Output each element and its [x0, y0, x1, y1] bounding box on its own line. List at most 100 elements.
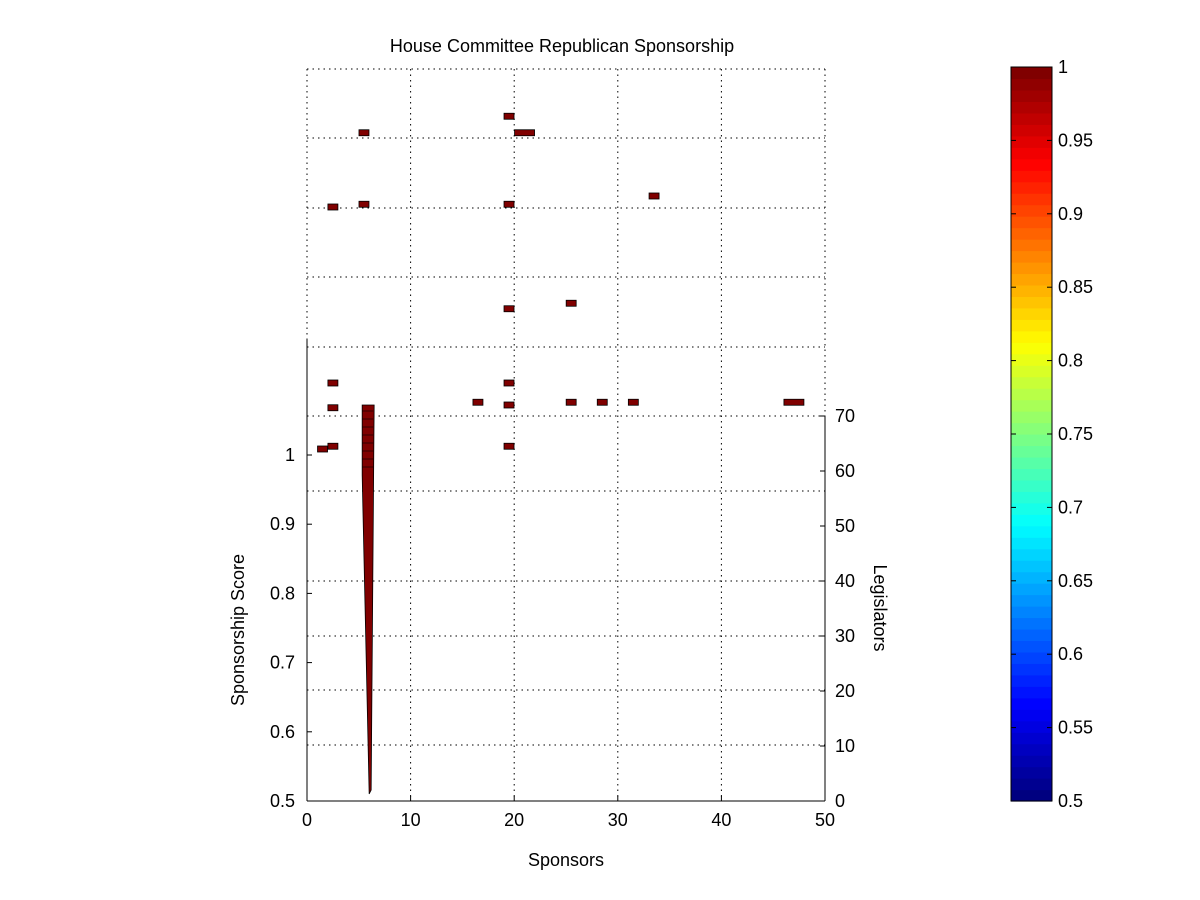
colorbar-segment — [1011, 250, 1052, 263]
x-tick-label: 40 — [711, 810, 731, 830]
data-block — [472, 398, 484, 406]
colorbar-segment — [1011, 525, 1052, 538]
colorbar-segment — [1011, 135, 1052, 148]
y-right-tick-label: 0 — [835, 791, 845, 811]
colorbar-segment — [1011, 663, 1052, 676]
y-axis-left-label: Sponsorship Score — [228, 554, 248, 706]
colorbar-segment — [1011, 422, 1052, 435]
colorbar-tick-label: 0.6 — [1058, 644, 1083, 664]
axes: 0 10 20 30 40 500.50.60.70.80.910102030405060… — [270, 340, 855, 830]
colorbar-tick-label: 0.55 — [1058, 718, 1093, 738]
data-block — [503, 379, 515, 387]
y-left-tick-label: 1 — [285, 445, 295, 465]
colorbar-tick-label: 0.8 — [1058, 351, 1083, 371]
data-block — [648, 192, 660, 200]
colorbar-segment — [1011, 628, 1052, 642]
data-block — [503, 442, 515, 450]
x-tick-label: 30 — [608, 810, 628, 830]
colorbar-segment — [1011, 330, 1052, 343]
colorbar-segment — [1011, 445, 1052, 458]
y-left-tick-label: 0.7 — [270, 653, 295, 673]
colorbar-tick-label: 0.7 — [1058, 497, 1083, 517]
data-bars — [317, 112, 805, 795]
colorbar-segment — [1011, 583, 1052, 596]
data-block — [503, 112, 515, 120]
colorbar-segment — [1011, 353, 1052, 366]
colorbar-segment — [1011, 502, 1052, 515]
colorbar-segment — [1011, 755, 1052, 768]
colorbar-segment — [1011, 216, 1052, 229]
colorbar-segment — [1011, 261, 1052, 275]
colorbar-tick-label: 0.9 — [1058, 204, 1083, 224]
x-tick-label: 0 — [302, 810, 312, 830]
colorbar-segment — [1011, 388, 1052, 401]
colorbar-segment — [1011, 273, 1052, 286]
colorbar-tick-label: 0.95 — [1058, 130, 1093, 150]
data-block — [783, 398, 805, 406]
colorbar-segment — [1011, 697, 1052, 710]
colorbar-tick-label: 1 — [1058, 57, 1068, 77]
colorbar-segment — [1011, 640, 1052, 653]
data-block — [317, 445, 328, 453]
colorbar-tick-label: 0.75 — [1058, 424, 1093, 444]
colorbar-segment — [1011, 307, 1052, 320]
x-axis-label: Sponsors — [528, 850, 604, 870]
data-block — [596, 398, 608, 406]
colorbar-segment — [1011, 296, 1052, 309]
colorbar-segment — [1011, 686, 1052, 699]
y-left-tick-label: 0.5 — [270, 791, 295, 811]
colorbar-segment — [1011, 181, 1052, 194]
colorbar-segment — [1011, 537, 1052, 550]
colorbar-segment — [1011, 560, 1052, 573]
data-block — [565, 398, 577, 406]
colorbar-segment — [1011, 468, 1052, 481]
colorbar-segment — [1011, 158, 1052, 171]
colorbar: 0.5 0.55 0.6 0.65 0.7 0.75 0.8 0.85 0.9 0.95 1 — [1010, 57, 1093, 811]
data-block — [358, 129, 370, 137]
y-axis-right-label: Legislators — [870, 564, 890, 651]
y-right-tick-label: 70 — [835, 406, 855, 426]
colorbar-segment — [1011, 456, 1052, 470]
data-block — [514, 129, 535, 137]
chart-title: House Committee Republican Sponsorship — [390, 36, 734, 56]
y-right-tick-label: 50 — [835, 516, 855, 536]
x-tick-label: 50 — [815, 810, 835, 830]
colorbar-segment — [1011, 319, 1052, 332]
data-block — [327, 203, 339, 211]
colorbar-segment — [1011, 67, 1052, 80]
colorbar-segment — [1011, 491, 1052, 504]
colorbar-segment — [1011, 766, 1052, 779]
colorbar-segment — [1011, 78, 1052, 91]
colorbar-segment — [1011, 548, 1052, 561]
y-right-tick-label: 60 — [835, 461, 855, 481]
colorbar-segment — [1011, 720, 1052, 733]
data-block — [358, 200, 370, 208]
colorbar-segment — [1011, 89, 1052, 103]
data-block — [627, 398, 639, 406]
colorbar-tick-label: 0.85 — [1058, 277, 1093, 297]
y-right-tick-label: 30 — [835, 626, 855, 646]
data-block — [503, 200, 515, 208]
colorbar-tick-label: 0.5 — [1058, 791, 1083, 811]
colorbar-segment — [1011, 606, 1052, 619]
colorbar-segment — [1011, 514, 1052, 527]
colorbar-segment — [1011, 789, 1052, 802]
y-left-tick-label: 0.9 — [270, 514, 295, 534]
colorbar-segment — [1011, 743, 1052, 756]
colorbar-segment — [1011, 147, 1052, 160]
colorbar-segment — [1011, 651, 1052, 664]
y-right-tick-label: 20 — [835, 681, 855, 701]
colorbar-segment — [1011, 571, 1052, 584]
x-tick-label: 20 — [504, 810, 524, 830]
data-block — [327, 442, 339, 450]
colorbar-segment — [1011, 124, 1052, 137]
y-left-tick-label: 0.6 — [270, 722, 295, 742]
data-block — [565, 299, 577, 307]
colorbar-segment — [1011, 101, 1052, 114]
y-right-tick-label: 10 — [835, 736, 855, 756]
colorbar-segment — [1011, 376, 1052, 389]
data-block — [327, 404, 339, 412]
grid-lines — [306, 68, 826, 801]
data-block — [503, 401, 515, 409]
